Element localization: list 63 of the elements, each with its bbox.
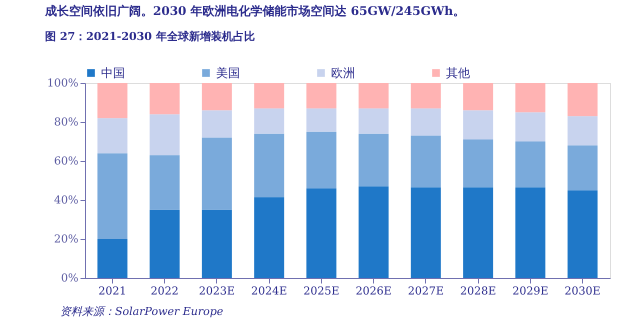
bar — [254, 108, 284, 134]
bar — [97, 153, 128, 239]
x-tick-label: 2029E — [512, 284, 548, 298]
bar — [568, 116, 598, 146]
bar — [150, 210, 180, 278]
bar — [150, 155, 180, 210]
bar — [97, 83, 128, 118]
legend-label: 美国 — [216, 66, 240, 80]
y-tick-label: 20% — [54, 232, 78, 246]
y-tick-label: 0% — [61, 272, 78, 284]
bar — [515, 112, 546, 142]
x-tick-label: 2028E — [460, 284, 496, 298]
x-tick-label: 2027E — [408, 284, 444, 298]
bar — [515, 187, 546, 278]
legend-label: 欧洲 — [331, 66, 355, 80]
legend-label: 其他 — [446, 66, 470, 80]
legend-label: 中国 — [101, 66, 125, 80]
bar — [358, 134, 389, 186]
bar — [410, 108, 441, 136]
x-tick-label: 2024E — [251, 284, 288, 298]
bar — [202, 83, 232, 110]
bar — [202, 110, 232, 138]
bar — [515, 83, 546, 112]
bar — [568, 145, 598, 190]
bar — [97, 118, 128, 154]
bar — [254, 197, 284, 278]
chart-title: 图 27：2021-2030 年全球新增装机占比 — [45, 30, 255, 43]
bar — [150, 83, 180, 114]
bar — [254, 83, 284, 108]
y-tick-label: 100% — [47, 76, 78, 90]
bar — [358, 83, 389, 108]
x-tick-label: 2030E — [564, 284, 601, 298]
bar — [306, 188, 336, 278]
bar — [97, 239, 128, 278]
x-tick-label: 2022 — [150, 284, 179, 298]
bar — [463, 187, 494, 278]
bar — [202, 138, 232, 210]
bar — [463, 83, 494, 110]
text: 成长空间依旧广阔。2030 年欧洲电化学储能市场空间达 65GW/245GWh。 — [44, 4, 466, 18]
bar — [306, 83, 336, 108]
bar — [463, 110, 494, 140]
bar — [568, 190, 598, 278]
bar — [202, 210, 232, 278]
bar — [410, 136, 441, 188]
bar — [306, 108, 336, 132]
bar — [568, 83, 598, 116]
bar — [515, 142, 546, 188]
y-tick-label: 80% — [54, 116, 78, 128]
text: 资料来源：SolarPower Europe — [60, 305, 224, 318]
y-tick-label: 60% — [54, 154, 78, 168]
bar — [254, 134, 284, 198]
x-tick-label: 2025E — [303, 284, 340, 298]
bar — [463, 140, 494, 188]
bar — [410, 83, 441, 108]
bar — [150, 114, 180, 156]
x-tick-label: 2023E — [198, 284, 235, 298]
bar — [410, 187, 441, 278]
x-tick-label: 2021 — [98, 284, 126, 298]
y-tick-label: 40% — [54, 194, 78, 206]
bar — [358, 186, 389, 278]
x-tick-label: 2026E — [356, 284, 392, 298]
bar — [306, 132, 336, 188]
bar — [358, 108, 389, 134]
